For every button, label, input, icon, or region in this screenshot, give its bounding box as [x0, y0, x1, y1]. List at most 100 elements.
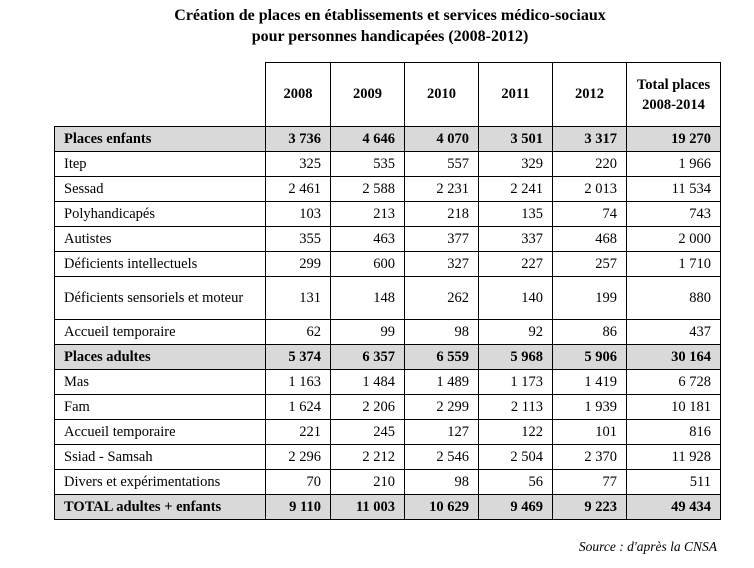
cell-value: 103 [265, 201, 331, 227]
cell-value: 299 [265, 251, 331, 277]
table-row: Déficients intellectuels 299 600 327 227 257 1… [54, 251, 721, 277]
row-label: Déficients intellectuels [54, 251, 266, 277]
cell-value: 6 728 [626, 369, 721, 395]
cell-value: 62 [265, 319, 331, 345]
cell-value: 262 [404, 276, 479, 320]
cell-value: 3 317 [552, 126, 627, 152]
column-header: Total places 2008-2014 [626, 62, 721, 127]
table-row: Polyhandicapés 103 213 218 135 74 743 [54, 201, 721, 227]
cell-value: 257 [552, 251, 627, 277]
table-row: Mas 1 163 1 484 1 489 1 173 1 419 6 728 [54, 369, 721, 395]
cell-value: 4 646 [330, 126, 405, 152]
cell-value: 10 629 [404, 494, 479, 520]
cell-value: 86 [552, 319, 627, 345]
cell-value: 5 906 [552, 344, 627, 370]
cell-value: 327 [404, 251, 479, 277]
cell-value: 1 489 [404, 369, 479, 395]
row-label: Mas [54, 369, 266, 395]
subtotal-row: Places adultes 5 374 6 357 6 559 5 968 5 906 3… [54, 344, 721, 370]
cell-value: 1 710 [626, 251, 721, 277]
table-row: Déficients sensoriels et moteur 131 148 262… [54, 276, 721, 320]
cell-value: 220 [552, 151, 627, 177]
table-row: Autistes 355 463 377 337 468 2 000 [54, 226, 721, 252]
cell-value: 1 484 [330, 369, 405, 395]
cell-value: 10 181 [626, 394, 721, 420]
cell-value: 2 504 [478, 444, 553, 470]
cell-value: 535 [330, 151, 405, 177]
cell-value: 2 588 [330, 176, 405, 202]
row-label: Autistes [54, 226, 266, 252]
cell-value: 1 419 [552, 369, 627, 395]
cell-value: 2 296 [265, 444, 331, 470]
row-label: Divers et expérimentations [54, 469, 266, 495]
cell-value: 1 966 [626, 151, 721, 177]
cell-value: 3 501 [478, 126, 553, 152]
title-line-2: pour personnes handicapées (2008-2012) [251, 28, 529, 45]
cell-value: 227 [478, 251, 553, 277]
cell-value: 2 370 [552, 444, 627, 470]
cell-value: 9 110 [265, 494, 331, 520]
cell-value: 463 [330, 226, 405, 252]
cell-value: 56 [478, 469, 553, 495]
cell-value: 2 241 [478, 176, 553, 202]
cell-value: 2 000 [626, 226, 721, 252]
cell-value: 511 [626, 469, 721, 495]
cell-value: 437 [626, 319, 721, 345]
cell-value: 1 173 [478, 369, 553, 395]
row-label: Sessad [54, 176, 266, 202]
cell-value: 218 [404, 201, 479, 227]
cell-value: 2 113 [478, 394, 553, 420]
cell-value: 101 [552, 419, 627, 445]
row-label: TOTAL adultes + enfants [54, 494, 266, 520]
cell-value: 9 469 [478, 494, 553, 520]
subtotal-row: TOTAL adultes + enfants 9 110 11 003 10 629… [54, 494, 721, 520]
table-row: Accueil temporaire 221 245 127 122 101 816 [54, 419, 721, 445]
table-row: Fam 1 624 2 206 2 299 2 113 1 939 10 181 [54, 394, 721, 420]
cell-value: 199 [552, 276, 627, 320]
cell-value: 74 [552, 201, 627, 227]
cell-value: 5 968 [478, 344, 553, 370]
table-row: Itep 325 535 557 329 220 1 966 [54, 151, 721, 177]
cell-value: 98 [404, 319, 479, 345]
row-label: Itep [54, 151, 266, 177]
cell-value: 127 [404, 419, 479, 445]
cell-value: 4 070 [404, 126, 479, 152]
cell-value: 2 013 [552, 176, 627, 202]
cell-value: 2 461 [265, 176, 331, 202]
row-label: Ssiad - Samsah [54, 444, 266, 470]
cell-value: 213 [330, 201, 405, 227]
column-header: 2008 [265, 62, 331, 127]
cell-value: 135 [478, 201, 553, 227]
cell-value: 11 928 [626, 444, 721, 470]
row-label: Places adultes [54, 344, 266, 370]
cell-value: 2 231 [404, 176, 479, 202]
cell-value: 221 [265, 419, 331, 445]
cell-value: 210 [330, 469, 405, 495]
row-label: Accueil temporaire [54, 419, 266, 445]
cell-value: 77 [552, 469, 627, 495]
cell-value: 122 [478, 419, 553, 445]
table-title: Création de places en établissements et … [0, 5, 754, 47]
cell-value: 377 [404, 226, 479, 252]
cell-value: 600 [330, 251, 405, 277]
row-label: Déficients sensoriels et moteur [54, 276, 266, 320]
cell-value: 9 223 [552, 494, 627, 520]
header-row: 2008 2009 2010 2011 2012 Total places 2008-20… [54, 62, 721, 127]
cell-value: 1 939 [552, 394, 627, 420]
cell-value: 6 357 [330, 344, 405, 370]
title-line-1: Création de places en établissements et … [174, 7, 606, 24]
cell-value: 140 [478, 276, 553, 320]
cell-value: 3 736 [265, 126, 331, 152]
cell-value: 148 [330, 276, 405, 320]
cell-value: 245 [330, 419, 405, 445]
cell-value: 99 [330, 319, 405, 345]
cell-value: 131 [265, 276, 331, 320]
table-row: Ssiad - Samsah 2 296 2 212 2 546 2 504 2 370 1… [54, 444, 721, 470]
cell-value: 92 [478, 319, 553, 345]
cell-value: 325 [265, 151, 331, 177]
column-header: 2011 [478, 62, 553, 127]
cell-value: 70 [265, 469, 331, 495]
cell-value: 2 546 [404, 444, 479, 470]
source-note: Source : d'après la CNSA [578, 539, 717, 554]
cell-value: 1 163 [265, 369, 331, 395]
